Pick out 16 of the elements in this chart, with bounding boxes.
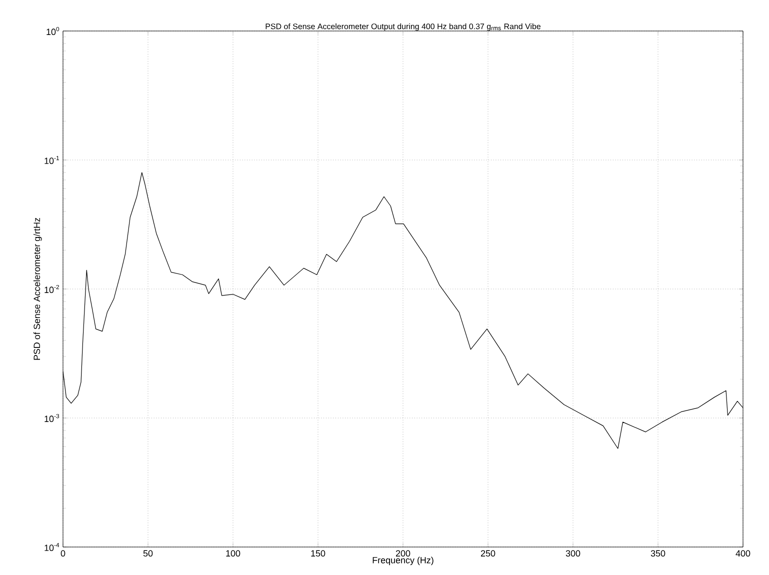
x-tick-label: 150 xyxy=(311,550,326,557)
x-tick-label: 300 xyxy=(566,550,580,557)
y-tick-label: 10$^{-3}$ xyxy=(44,414,60,422)
x-tick-label: 100 xyxy=(226,550,240,557)
y-axis-title: PSD of Sense Accelerometer g/rtHz xyxy=(33,218,42,360)
x-tick-label: 350 xyxy=(650,550,666,557)
y-tick-label: 10$^{0}$ xyxy=(46,26,60,36)
y-tick-label: 10$^{-2}$ xyxy=(44,284,60,294)
x-tick-label: 0 xyxy=(60,550,66,557)
x-tick-label: 250 xyxy=(480,550,496,557)
y-tick-label: 10$^{-4}$ xyxy=(44,543,60,552)
x-axis-title: Frequency (Hz) xyxy=(372,556,434,566)
x-tick-label: 50 xyxy=(143,550,153,557)
x-tick-label: 200 xyxy=(396,550,410,557)
x-tick-label: 400 xyxy=(736,550,750,557)
y-tick-label: 10$^{-1}$ xyxy=(44,156,60,164)
